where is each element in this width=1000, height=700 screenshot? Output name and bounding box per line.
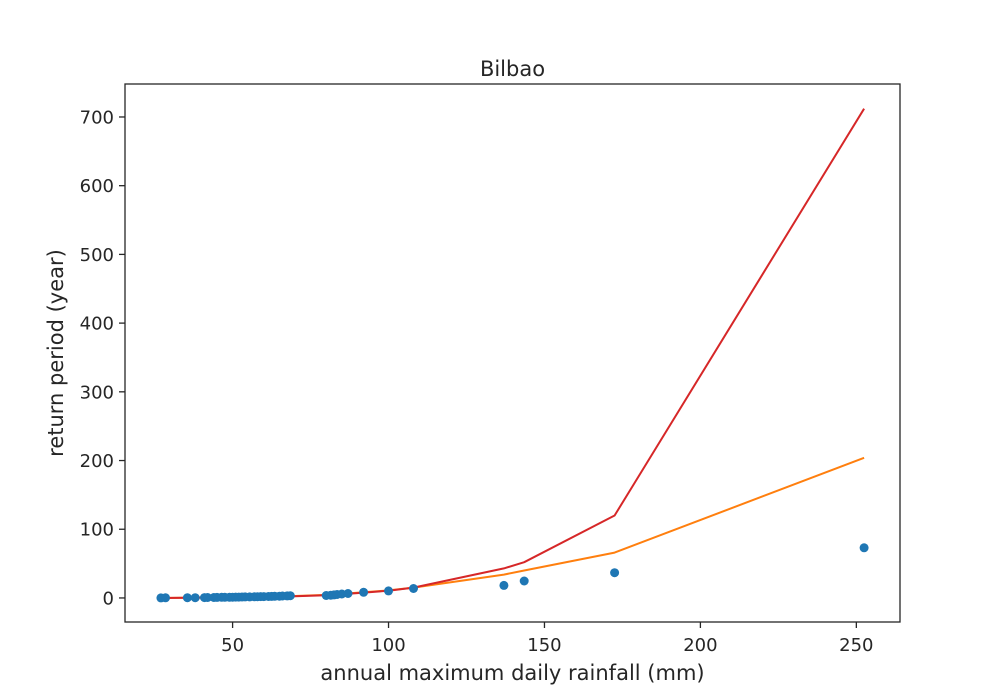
- y-tick-label: 200: [80, 451, 114, 472]
- data-point: [190, 593, 200, 603]
- data-point: [359, 587, 369, 597]
- series-line-2: [160, 108, 865, 599]
- y-axis: 0 100 200 300 400 500 600 700: [80, 107, 125, 609]
- data-point: [859, 543, 869, 553]
- y-tick-label: 0: [103, 588, 114, 609]
- chart-title: Bilbao: [480, 57, 545, 81]
- x-tick-label: 250: [839, 635, 873, 656]
- x-tick-label: 200: [683, 635, 717, 656]
- x-tick-label: 100: [371, 635, 405, 656]
- y-tick-label: 600: [80, 176, 114, 197]
- x-axis-label: annual maximum daily rainfall (mm): [320, 661, 704, 685]
- y-tick-label: 300: [80, 382, 114, 403]
- plot-frame: [124, 83, 901, 623]
- y-tick-label: 100: [80, 520, 114, 541]
- data-point: [343, 589, 353, 598]
- y-tick-label: 400: [80, 314, 114, 335]
- plot-lines: [160, 108, 865, 599]
- data-point: [499, 580, 509, 590]
- data-point: [182, 593, 192, 603]
- x-tick-label: 150: [527, 635, 561, 656]
- data-point: [285, 591, 295, 601]
- plot-points: [156, 543, 869, 603]
- data-point: [409, 584, 418, 593]
- data-point: [161, 593, 170, 603]
- y-tick-label: 500: [80, 245, 114, 266]
- data-point: [519, 576, 529, 586]
- data-point: [203, 593, 213, 602]
- y-axis-label: return period (year): [44, 249, 68, 457]
- x-tick-label: 50: [221, 635, 244, 656]
- series-line-1: [160, 456, 865, 599]
- y-tick-label: 700: [80, 107, 114, 128]
- data-point: [610, 568, 620, 578]
- x-axis: 50 100 150 200 250: [221, 622, 874, 656]
- data-point: [384, 586, 393, 596]
